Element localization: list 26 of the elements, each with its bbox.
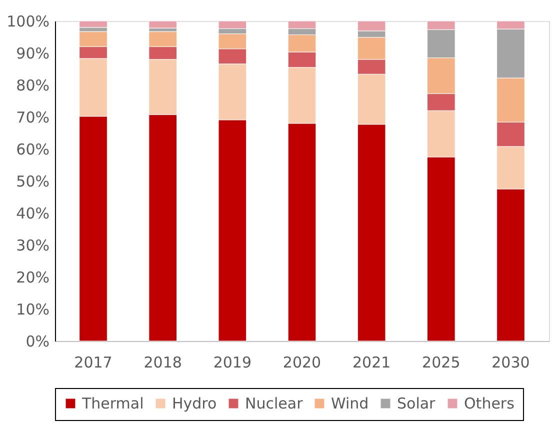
x-tick-label: 2021 — [352, 354, 391, 372]
bar — [79, 20, 108, 28]
y-tick-label: 80% — [16, 76, 50, 94]
legend-label: Thermal — [81, 394, 144, 413]
x-tick-label: 2030 — [492, 354, 530, 372]
legend-label: Hydro — [172, 394, 217, 413]
y-tick-label: 60% — [16, 140, 50, 158]
y-tick-label: 30% — [16, 236, 50, 254]
x-tick-label: 2019 — [213, 354, 252, 372]
y-tick-label: 20% — [16, 268, 50, 286]
y-tick-label: 90% — [16, 44, 50, 62]
y-tick-label: 10% — [16, 300, 50, 318]
legend-label: Solar — [397, 394, 436, 413]
x-tick-label: 2018 — [144, 354, 182, 372]
x-tick-label: 2025 — [422, 354, 460, 372]
x-tick-label: 2020 — [282, 354, 322, 372]
y-tick-label: 40% — [16, 204, 50, 222]
y-tick-label: 70% — [16, 108, 50, 126]
legend-label: Nuclear — [245, 394, 304, 413]
x-tick-label: 2017 — [74, 354, 112, 372]
y-tick-label: 0% — [26, 332, 50, 350]
legend-label: Others — [464, 394, 515, 413]
y-tick-label: 100% — [6, 12, 50, 30]
bar — [148, 20, 178, 28]
legend-label: Wind — [331, 394, 369, 413]
y-tick-label: 50% — [16, 172, 50, 190]
